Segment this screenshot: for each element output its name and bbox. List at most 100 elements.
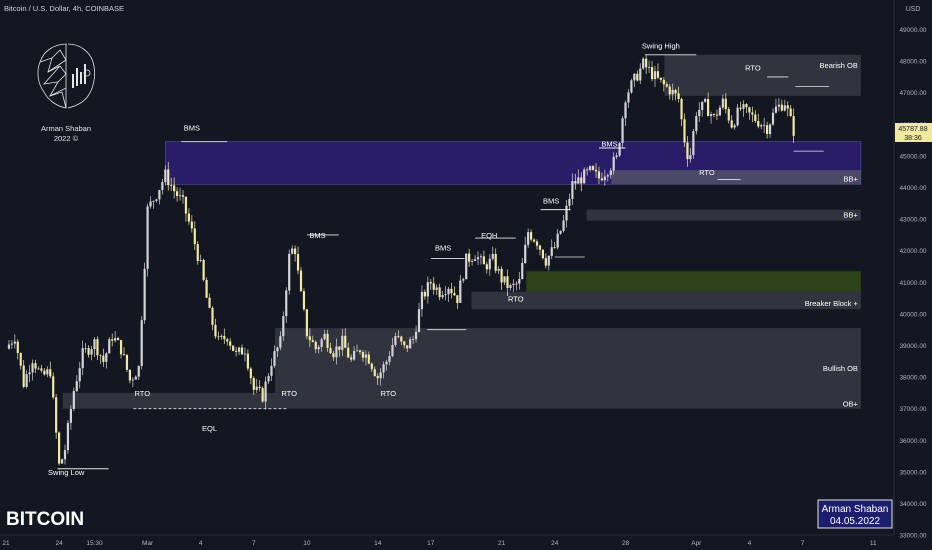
- candle-body: [500, 268, 503, 283]
- price-tick-label: 36000.00: [899, 438, 926, 445]
- candle-body: [69, 408, 72, 423]
- candle-body: [361, 352, 365, 358]
- time-tick-label: 24: [55, 540, 63, 547]
- candle-body: [205, 279, 208, 298]
- zones-layer: BB+ Bearish OB BB+ Breaker Block + Bullish O…: [62, 54, 862, 409]
- candle-body: [409, 339, 412, 349]
- candle-body: [662, 79, 665, 85]
- candle-body: [491, 253, 494, 259]
- ob-plus-zone: [62, 392, 861, 409]
- price-tick-label: 38000.00: [899, 375, 926, 382]
- annotation-label: RTO: [508, 294, 524, 303]
- candle-body: [677, 93, 680, 99]
- candle-body: [695, 116, 698, 132]
- price-axis-panel[interactable]: [894, 0, 932, 550]
- current-price-badge: [895, 123, 932, 142]
- candle-body: [650, 67, 654, 80]
- candle-body: [31, 363, 34, 373]
- currency-label: USD: [906, 6, 921, 13]
- candle-body: [656, 71, 660, 78]
- candle-body: [447, 288, 450, 295]
- candle-body: [373, 369, 376, 376]
- candle-body: [777, 104, 780, 107]
- candle-body: [521, 262, 524, 279]
- price-tick-label: 44000.00: [899, 185, 926, 192]
- candle-body: [229, 341, 232, 346]
- candle-body: [624, 102, 627, 119]
- candle-body: [639, 68, 642, 81]
- candle-body: [34, 363, 37, 369]
- candle-body: [786, 105, 789, 109]
- candle-body: [479, 256, 483, 258]
- annotation-label: EQH: [481, 231, 497, 240]
- candle-body: [294, 248, 297, 255]
- time-tick-label: 21: [2, 540, 10, 547]
- candle-body: [158, 190, 161, 200]
- candle-body: [742, 104, 745, 109]
- candle-body: [783, 105, 786, 111]
- annotation-label: BMS: [435, 244, 451, 253]
- candle-body: [261, 388, 264, 402]
- price-tick-label: 47000.00: [899, 90, 926, 97]
- candle-body: [66, 422, 70, 451]
- candle-body: [140, 320, 143, 366]
- candle-body: [686, 142, 689, 160]
- candle-body: [414, 331, 418, 340]
- candle-body: [149, 201, 152, 207]
- candle-body: [72, 391, 75, 409]
- annotation-labels-layer: Swing Low BMS BMS BMS EQH BMS BMS Swing High RTO…: [48, 41, 761, 477]
- candle-body: [137, 365, 140, 377]
- candle-body: [350, 357, 353, 360]
- candles-glyph-icon: [72, 64, 91, 88]
- candle-body: [391, 344, 394, 357]
- candle-body: [512, 283, 515, 286]
- candle-body: [176, 191, 179, 196]
- candle-body: [586, 169, 589, 171]
- candle-body: [114, 338, 117, 341]
- current-price-value: 45787.88: [898, 126, 927, 133]
- candle-body: [155, 199, 158, 201]
- candle-body: [63, 450, 67, 460]
- candle-body: [226, 339, 229, 342]
- price-tick-label: 40000.00: [899, 311, 926, 318]
- candle-body: [757, 121, 760, 127]
- time-axis-ticks[interactable]: 21 24 15:30 Mar 4 7 10 14 17 21 24 28 Apr 4 7 11: [2, 540, 877, 547]
- candle-body: [326, 333, 329, 348]
- candle-body: [181, 195, 185, 197]
- candle-body: [594, 169, 598, 172]
- green-zone: [526, 271, 861, 292]
- candle-body: [704, 99, 707, 102]
- candle-body: [435, 287, 438, 290]
- candle-body: [689, 155, 692, 160]
- bearish-ob-zone: [664, 54, 861, 96]
- candle-body: [606, 175, 609, 177]
- candle-body: [78, 368, 81, 382]
- candle-body: [591, 166, 595, 170]
- time-tick-label: 11: [870, 540, 877, 547]
- candle-body: [730, 120, 733, 128]
- candle-body: [161, 181, 164, 191]
- candle-body: [87, 348, 90, 355]
- candle-body: [202, 259, 205, 280]
- candle-body: [400, 336, 403, 342]
- candle-body: [527, 232, 530, 245]
- candle-body: [353, 351, 356, 360]
- chart-title: Bitcoin / U.S. Dollar, 4h, COINBASE: [4, 4, 124, 13]
- time-tick-label: 28: [622, 540, 630, 547]
- candle-body: [273, 351, 276, 366]
- bb-plus-zone-2: [586, 209, 861, 221]
- candle-body: [119, 340, 123, 355]
- candle-body: [733, 125, 736, 128]
- candle-body: [715, 114, 719, 116]
- candle-body: [774, 106, 778, 113]
- candle-body: [220, 335, 223, 337]
- candle-body: [462, 279, 465, 281]
- candle-body: [471, 261, 474, 262]
- candle-body: [420, 291, 424, 310]
- candle-body: [497, 268, 500, 271]
- candle-body: [473, 259, 477, 262]
- candle-body: [589, 166, 592, 171]
- candle-body: [285, 290, 288, 317]
- candle-body: [701, 101, 704, 110]
